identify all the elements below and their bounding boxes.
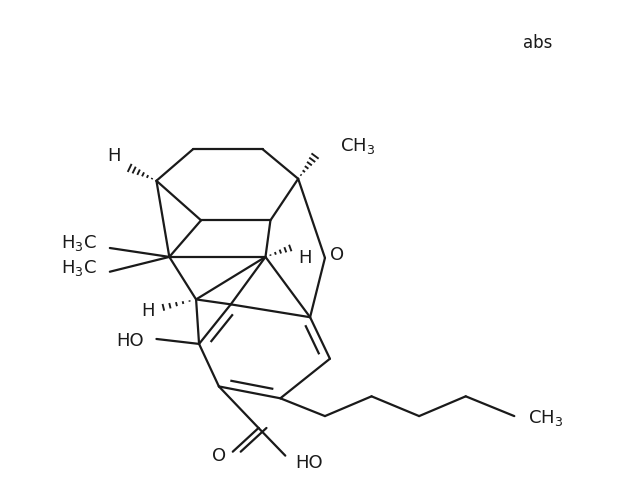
- Text: HO: HO: [116, 332, 143, 350]
- Text: O: O: [330, 246, 344, 264]
- Text: H: H: [298, 249, 312, 267]
- Text: H$_3$C: H$_3$C: [61, 233, 97, 253]
- Text: O: O: [212, 446, 226, 465]
- Text: H: H: [141, 302, 154, 320]
- Text: HO: HO: [295, 453, 323, 472]
- Text: H: H: [107, 147, 120, 165]
- Text: abs: abs: [524, 34, 552, 53]
- Text: CH$_3$: CH$_3$: [528, 408, 563, 428]
- Text: CH$_3$: CH$_3$: [340, 136, 375, 156]
- Text: H$_3$C: H$_3$C: [61, 258, 97, 278]
